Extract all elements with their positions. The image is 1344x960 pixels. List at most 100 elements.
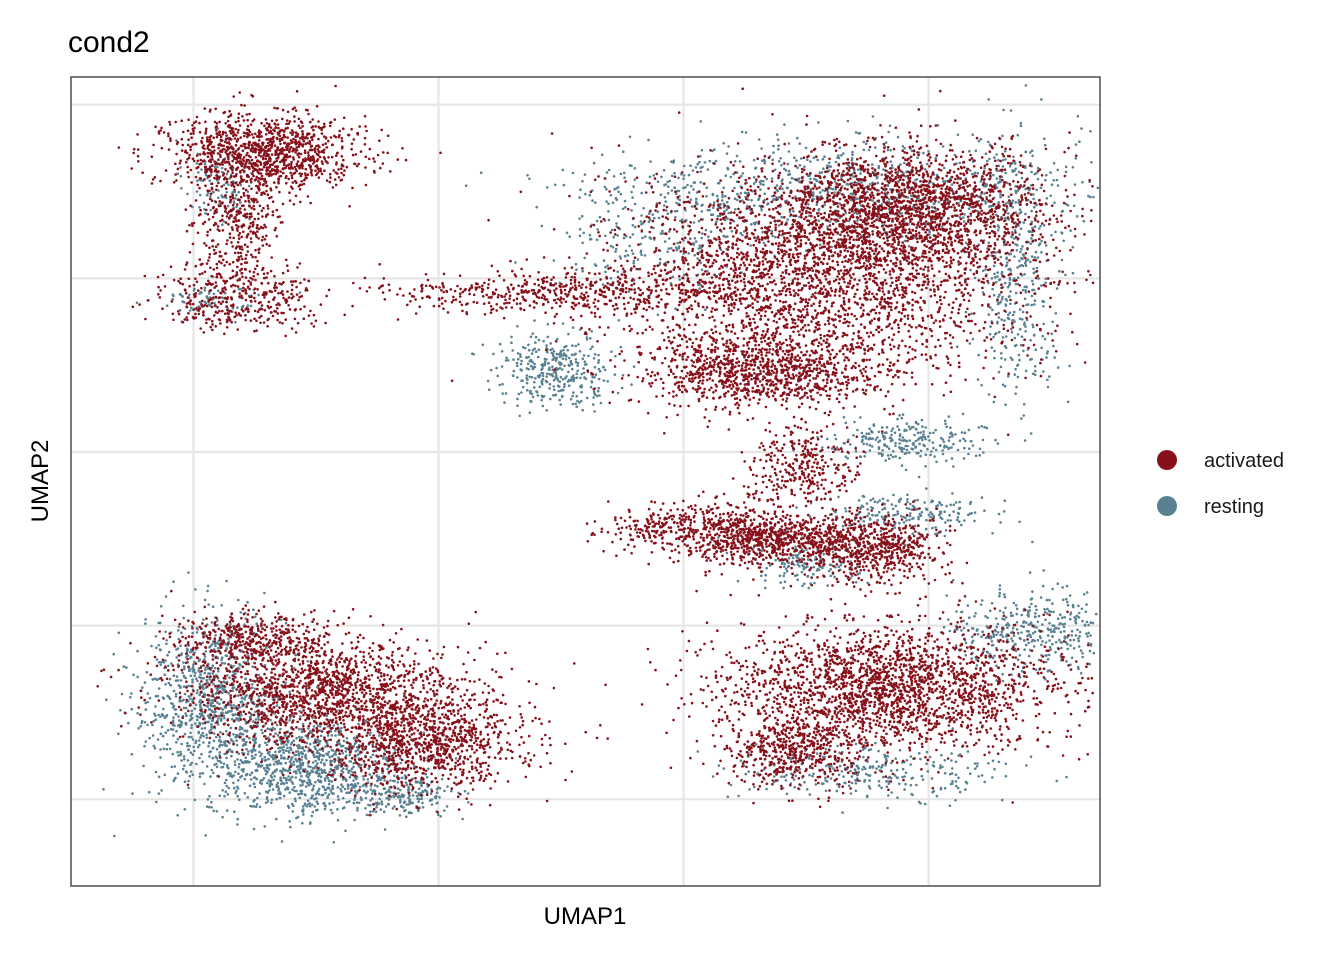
point-resting — [1031, 325, 1035, 329]
point-resting — [196, 628, 199, 631]
point-resting — [231, 689, 235, 693]
point-resting — [865, 502, 869, 505]
point-resting — [619, 345, 623, 349]
point-resting — [177, 684, 181, 687]
point-resting — [241, 732, 245, 736]
point-resting — [377, 775, 381, 779]
point-resting — [224, 654, 228, 657]
point-resting — [392, 774, 396, 778]
point-resting — [711, 213, 715, 216]
point-resting — [987, 140, 990, 144]
point-resting — [229, 726, 233, 730]
point-resting — [1036, 638, 1040, 642]
point-resting — [224, 778, 228, 782]
point-resting — [607, 202, 610, 206]
point-resting — [856, 428, 859, 432]
point-resting — [1027, 615, 1030, 618]
point-resting — [674, 216, 677, 219]
point-resting — [567, 332, 570, 336]
point-resting — [1016, 364, 1019, 367]
point-resting — [220, 766, 223, 769]
point-resting — [289, 716, 292, 719]
point-resting — [199, 705, 202, 709]
point-resting — [545, 375, 548, 378]
point-resting — [1010, 235, 1013, 239]
point-resting — [592, 403, 595, 406]
point-resting — [545, 409, 548, 412]
point-resting — [666, 180, 669, 184]
point-resting — [355, 791, 358, 795]
point-resting — [791, 556, 795, 560]
point-resting — [1008, 267, 1012, 271]
point-resting — [214, 710, 217, 713]
point-resting — [333, 760, 337, 763]
point-resting — [645, 181, 649, 184]
point-resting — [760, 179, 763, 183]
point-resting — [1014, 201, 1018, 204]
point-resting — [1011, 313, 1015, 317]
point-resting — [1047, 628, 1050, 632]
point-resting — [967, 452, 970, 456]
point-resting — [232, 733, 235, 736]
point-resting — [985, 426, 989, 430]
point-resting — [593, 353, 597, 356]
point-resting — [186, 741, 189, 745]
point-resting — [998, 293, 1001, 297]
point-resting — [1003, 281, 1007, 285]
point-resting — [910, 447, 913, 451]
point-resting — [682, 174, 686, 177]
point-resting — [1014, 343, 1018, 347]
point-resting — [556, 379, 560, 382]
point-resting — [1001, 165, 1005, 168]
point-resting — [182, 698, 185, 702]
point-resting — [353, 798, 356, 802]
point-resting — [1038, 227, 1041, 230]
point-resting — [809, 160, 812, 163]
point-resting — [1045, 352, 1049, 355]
point-resting — [690, 205, 694, 208]
point-resting — [527, 343, 530, 347]
point-resting — [487, 388, 491, 392]
point-resting — [1014, 282, 1018, 286]
point-resting — [1002, 510, 1006, 513]
point-resting — [227, 786, 230, 790]
point-resting — [232, 664, 235, 668]
point-resting — [136, 649, 139, 653]
point-resting — [889, 453, 893, 457]
point-resting — [950, 457, 954, 460]
point-resting — [729, 175, 732, 179]
point-resting — [207, 744, 210, 748]
point-resting — [807, 586, 810, 590]
point-resting — [631, 233, 635, 236]
point-resting — [1086, 635, 1089, 638]
point-resting — [956, 516, 960, 519]
point-resting — [1012, 310, 1016, 314]
point-resting — [293, 797, 297, 800]
point-resting — [905, 448, 909, 452]
point-resting — [888, 124, 892, 127]
point-resting — [1029, 339, 1032, 342]
point-resting — [830, 245, 833, 249]
point-resting — [764, 573, 767, 577]
point-resting — [210, 768, 213, 772]
point-resting — [998, 584, 1002, 587]
point-resting — [461, 817, 464, 821]
point-resting — [251, 665, 254, 668]
point-resting — [401, 795, 405, 798]
point-resting — [991, 532, 994, 535]
point-resting — [300, 789, 304, 793]
point-resting — [1003, 618, 1006, 621]
point-resting — [275, 723, 279, 727]
point-resting — [224, 196, 228, 200]
point-resting — [927, 513, 931, 517]
point-resting — [331, 784, 335, 788]
point-resting — [120, 692, 124, 696]
point-resting — [1066, 647, 1069, 651]
point-resting — [112, 652, 115, 656]
point-resting — [915, 451, 918, 455]
point-resting — [844, 421, 848, 425]
point-resting — [931, 526, 934, 530]
point-resting — [526, 378, 529, 381]
point-resting — [194, 741, 197, 745]
point-resting — [202, 201, 206, 205]
